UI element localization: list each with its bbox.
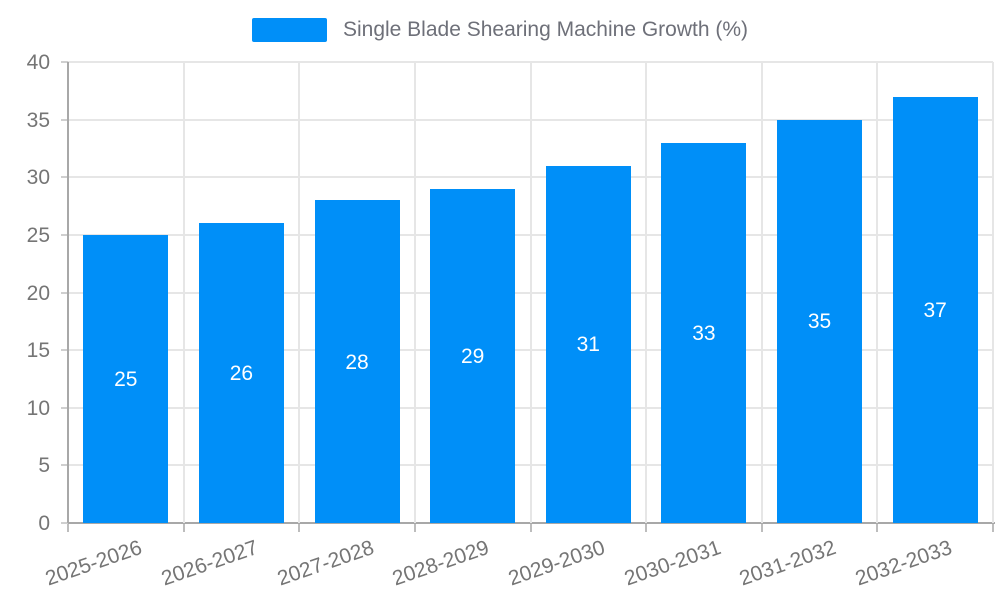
y-axis-tick: [61, 233, 68, 236]
x-axis-tick: [182, 524, 185, 532]
x-axis-tick-label: 2026-2027: [158, 536, 261, 591]
y-axis-tick-label: 10: [26, 396, 50, 420]
bar: [661, 142, 747, 523]
x-gridline: [760, 62, 763, 523]
x-axis-tick: [760, 524, 763, 532]
x-axis-tick: [876, 524, 879, 532]
x-axis-tick-label: 2028-2029: [389, 536, 493, 591]
bar-value-label: 35: [807, 310, 832, 334]
x-gridline: [298, 62, 301, 523]
x-gridline: [645, 62, 648, 523]
bar-value-label: 31: [576, 333, 600, 357]
y-axis-tick: [61, 291, 68, 294]
bar: [198, 223, 284, 523]
y-axis-tick-label: 30: [26, 166, 50, 190]
y-axis-tick: [61, 464, 68, 467]
y-axis-tick-label: 25: [26, 223, 50, 247]
y-axis-tick-label: 5: [38, 454, 50, 478]
x-gridline: [529, 62, 532, 523]
x-axis-tick-label: 2029-2030: [505, 536, 608, 591]
bar: [777, 119, 863, 523]
x-gridline: [876, 62, 879, 523]
bar: [430, 188, 516, 523]
y-axis-tick-label: 40: [26, 51, 50, 74]
x-axis-tick: [992, 524, 994, 532]
x-axis-tick-label: 2027-2028: [274, 536, 377, 591]
y-axis-tick-label: 20: [26, 281, 50, 305]
x-gridline: [413, 62, 416, 523]
bar: [892, 96, 978, 523]
x-gridline: [182, 62, 185, 523]
legend-item[interactable]: Single Blade Shearing Machine Growth (%): [251, 18, 749, 42]
bar-value-label: 33: [692, 321, 716, 345]
x-axis-line: [68, 522, 995, 524]
bar-value-label: 37: [923, 298, 947, 322]
bar: [314, 200, 400, 523]
x-axis-tick: [298, 524, 301, 532]
legend-label: Single Blade Shearing Machine Growth (%): [342, 18, 749, 41]
y-axis-tick-label: 35: [26, 108, 50, 132]
chart-legend: Single Blade Shearing Machine Growth (%): [0, 18, 1000, 42]
x-axis-tick: [67, 524, 69, 532]
y-axis-tick: [61, 406, 68, 409]
y-axis-line: [67, 62, 69, 523]
y-axis-tick: [61, 176, 68, 179]
bar-value-label: 25: [114, 367, 138, 391]
bar: [83, 234, 169, 523]
x-axis-tick: [413, 524, 416, 532]
y-axis-tick: [61, 61, 68, 63]
x-gridline: [992, 62, 994, 523]
bar: [545, 165, 631, 523]
x-axis-tick: [529, 524, 532, 532]
y-axis-tick: [61, 349, 68, 352]
x-axis-tick-label: 2030-2031: [620, 536, 724, 591]
legend-swatch-icon: [251, 18, 327, 42]
bar-value-label: 26: [229, 362, 254, 386]
x-axis-tick-label: 2025-2026: [42, 536, 146, 591]
x-axis-tick: [645, 524, 648, 532]
bar-value-label: 29: [461, 344, 485, 368]
y-axis-tick: [61, 522, 68, 524]
y-axis-tick-label: 15: [26, 339, 50, 363]
y-axis-tick: [61, 118, 68, 121]
x-axis-tick-label: 2032-2033: [852, 536, 955, 591]
x-axis-tick-label: 2031-2032: [736, 536, 840, 591]
y-axis-tick-label: 0: [38, 512, 50, 535]
bar-value-label: 28: [345, 350, 369, 374]
